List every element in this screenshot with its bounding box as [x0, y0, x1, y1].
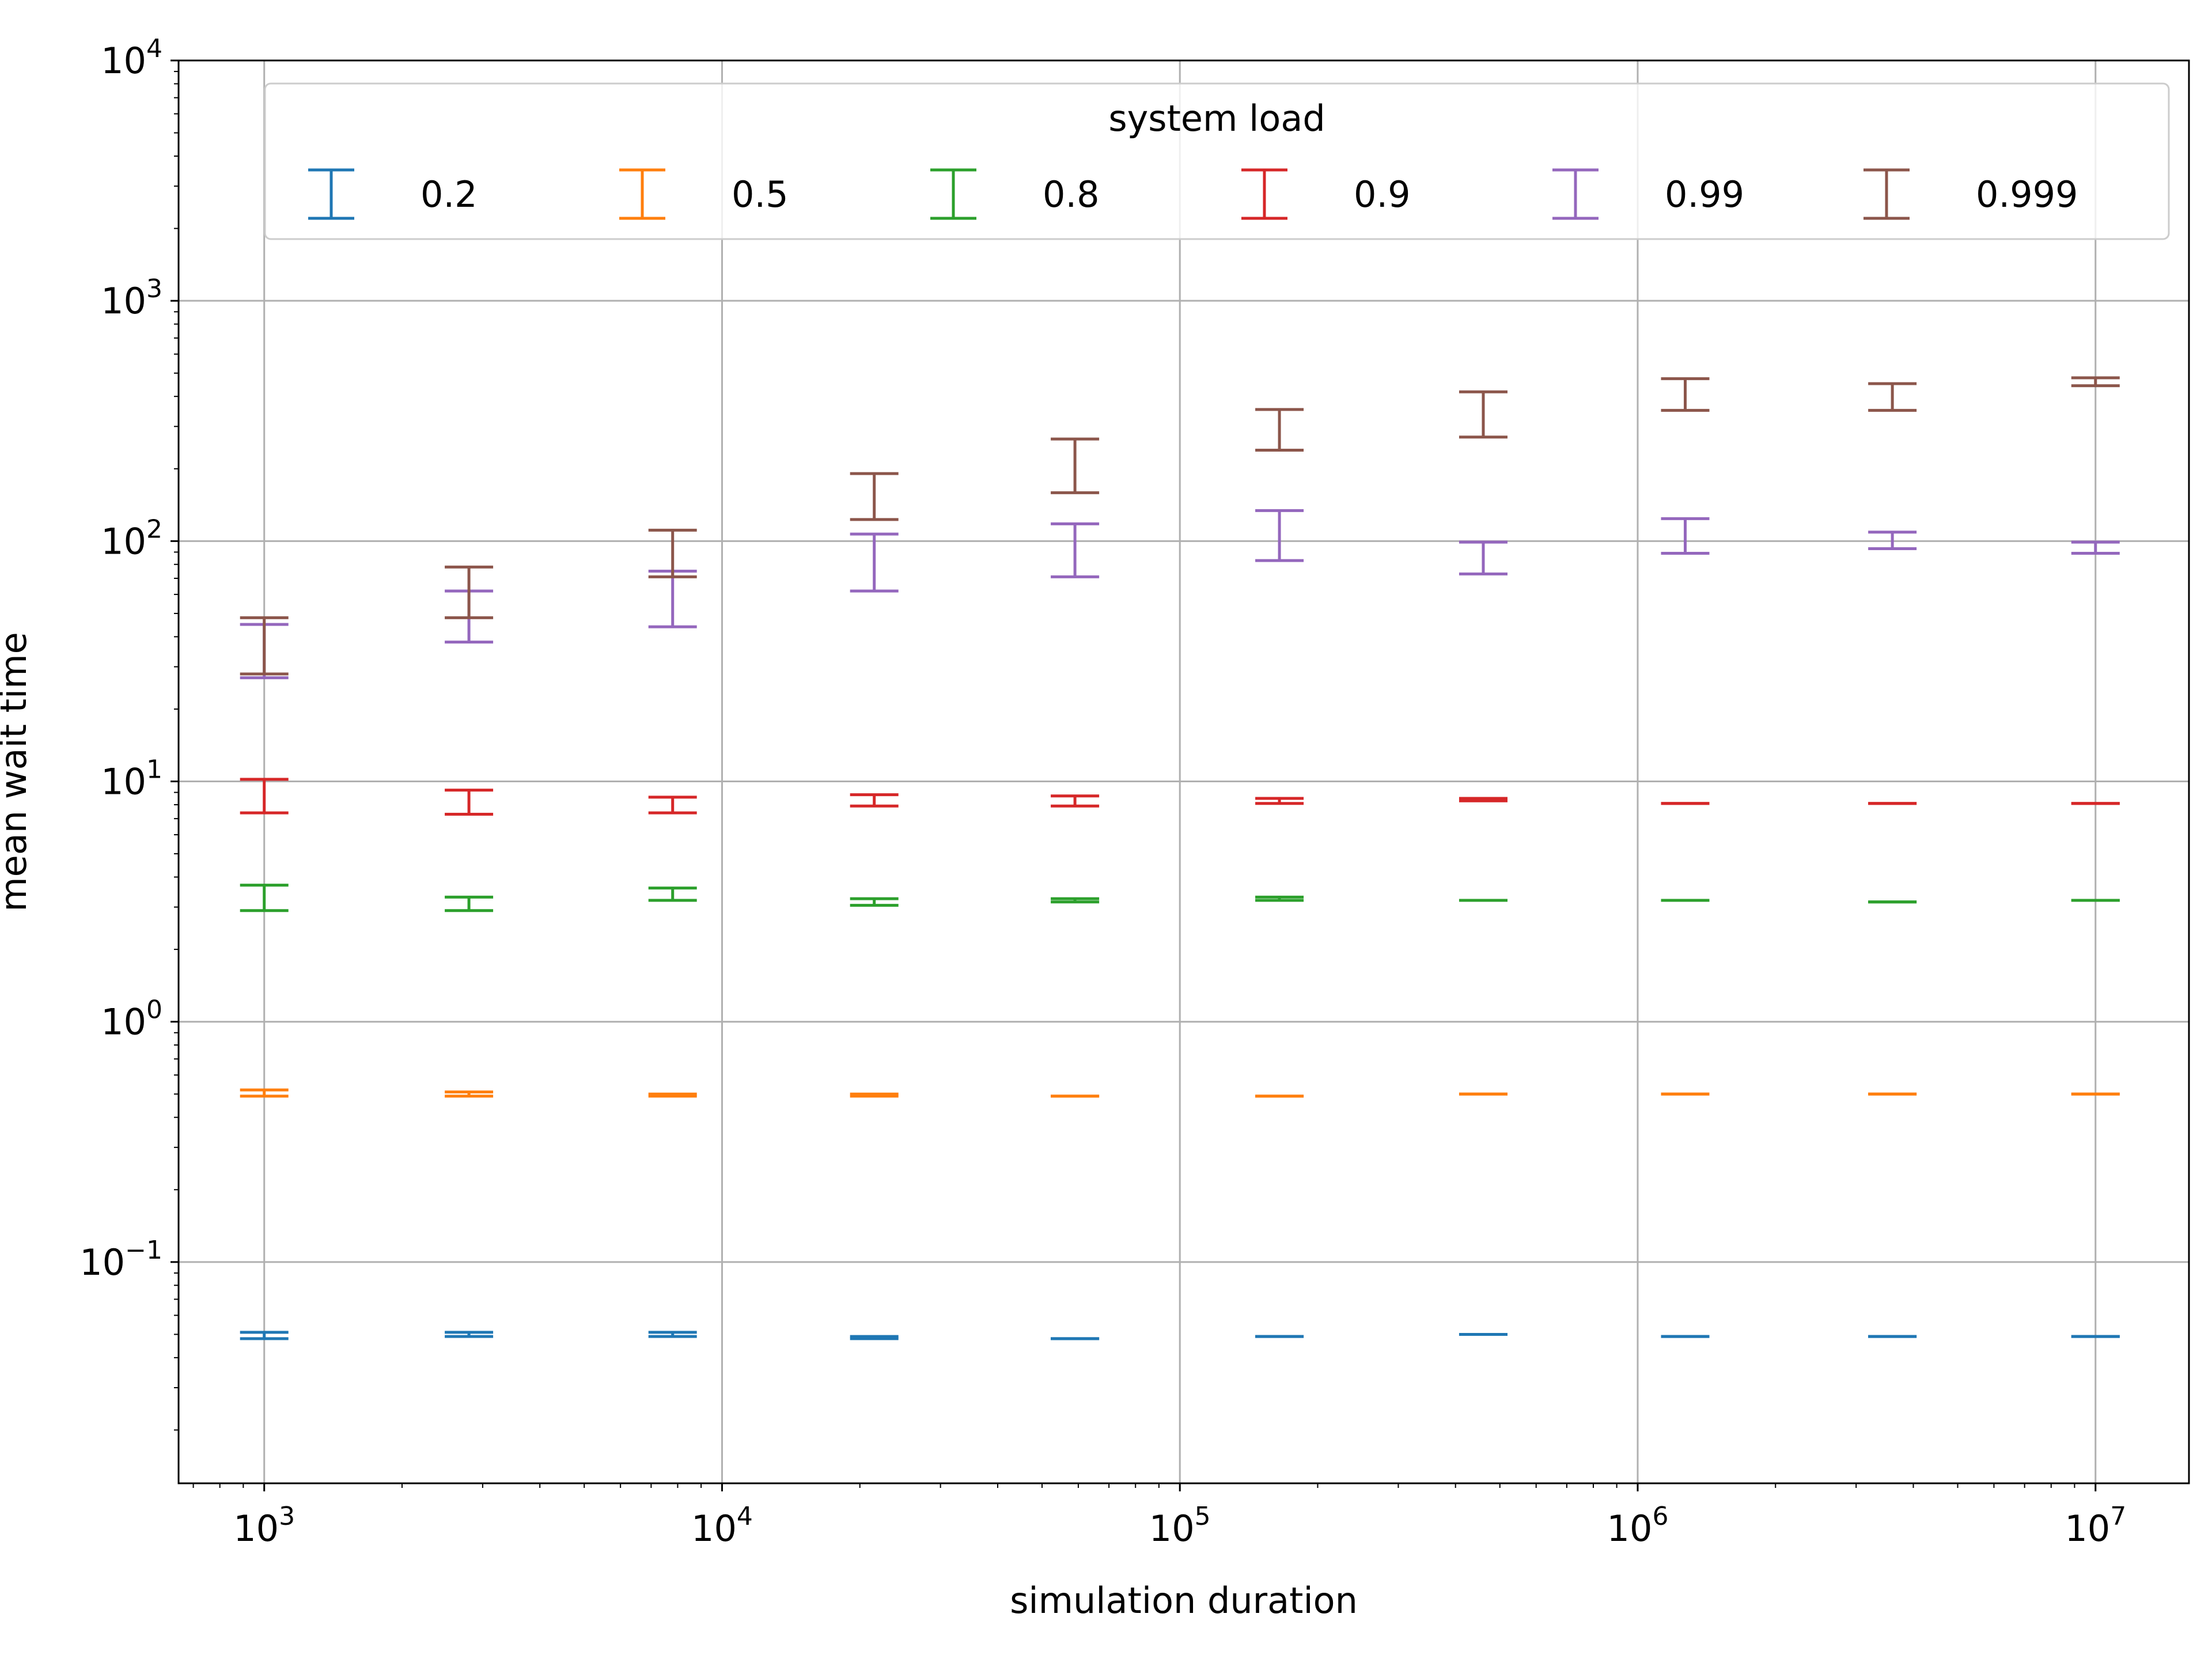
- y-tick-label: 103: [101, 274, 162, 322]
- series-0.5: [240, 1088, 2120, 1098]
- y-axis-label: mean wait time: [0, 632, 35, 912]
- y-tick-label: 102: [101, 514, 162, 562]
- data-layer: [240, 376, 2120, 1340]
- legend-entries: 0.2 0.5 0.8 0.9 0.99 0.999: [308, 168, 2078, 220]
- axis-layer: 103 104 105 106 107 10−1 100 101 102 103 104: [79, 34, 2126, 1550]
- y-tick-label: 101: [101, 755, 162, 803]
- x-tick-label: 105: [1149, 1502, 1211, 1550]
- legend-entry: 0.8: [930, 168, 1100, 220]
- minor-ticks: [174, 71, 2075, 1488]
- legend-entry: 0.99: [1552, 168, 1744, 220]
- y-tick-label: 10−1: [79, 1236, 162, 1283]
- y-tick-label: 104: [101, 34, 162, 82]
- x-tick-label: 107: [2065, 1502, 2126, 1550]
- legend-entry: 0.5: [619, 168, 789, 220]
- legend-entry: 0.9: [1241, 168, 1411, 220]
- legend-entry: 0.2: [308, 168, 478, 220]
- legend-box: [264, 82, 2170, 240]
- x-axis-label: simulation duration: [1010, 1580, 1358, 1622]
- x-tick-label: 103: [233, 1502, 295, 1550]
- series-0.999: [240, 376, 2120, 676]
- x-tick-label: 106: [1607, 1502, 1669, 1550]
- plot-frame: [177, 59, 2190, 1484]
- legend-label: 0.5: [732, 173, 789, 215]
- legend-label: 0.999: [1976, 173, 2078, 215]
- grid-layer: [179, 59, 2189, 1483]
- series-0.2: [240, 1331, 2120, 1340]
- legend-label: 0.2: [421, 173, 478, 215]
- legend: system load 0.2 0.5 0.8 0.9 0.99 0.999: [264, 82, 2170, 240]
- series-0.9: [240, 778, 2120, 816]
- legend-label: 0.9: [1354, 173, 1411, 215]
- legend-title: system load: [1108, 97, 1325, 139]
- y-tick-label: 100: [101, 995, 162, 1043]
- legend-label: 0.8: [1043, 173, 1100, 215]
- legend-entry: 0.999: [1863, 168, 2078, 220]
- series-0.8: [240, 884, 2120, 912]
- x-tick-label: 104: [691, 1502, 753, 1550]
- legend-label: 0.99: [1665, 173, 1744, 215]
